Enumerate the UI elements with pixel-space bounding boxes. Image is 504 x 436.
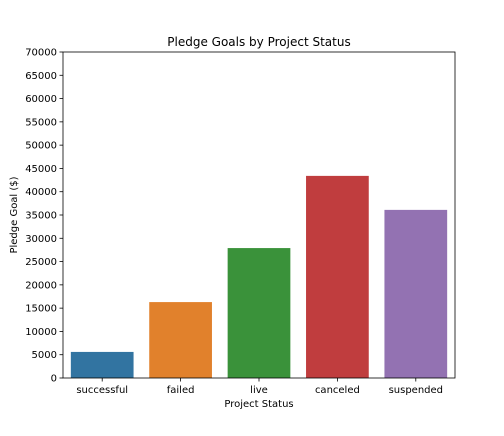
- y-tick-label: 20000: [25, 280, 57, 291]
- bar-live: [227, 248, 291, 378]
- y-tick-label: 15000: [25, 304, 57, 315]
- x-tick-label: successful: [76, 385, 128, 396]
- plot-frame: [62, 51, 456, 379]
- y-tick-label: 0: [51, 374, 57, 385]
- bar-canceled: [306, 175, 369, 378]
- y-tick-label: 45000: [25, 164, 57, 175]
- y-tick-label: 30000: [25, 234, 57, 245]
- bar-failed: [149, 302, 212, 378]
- bar-successful: [70, 351, 134, 378]
- x-tick-label: failed: [167, 385, 195, 396]
- bars-layer: [70, 175, 448, 378]
- bar-suspended: [384, 209, 448, 378]
- x-axis-ticks: successful failed live canceled suspended: [76, 378, 443, 396]
- y-tick-label: 55000: [25, 117, 57, 128]
- y-axis-label: Pledge Goal ($): [9, 176, 20, 253]
- y-tick-label: 5000: [32, 350, 57, 361]
- y-tick-label: 60000: [25, 94, 57, 105]
- x-tick-label: canceled: [315, 385, 360, 396]
- y-tick-label: 50000: [25, 141, 57, 152]
- chart-title: Pledge Goals by Project Status: [167, 35, 350, 49]
- y-tick-label: 25000: [25, 257, 57, 268]
- x-axis-label: Project Status: [224, 399, 293, 410]
- y-tick-label: 10000: [25, 327, 57, 338]
- y-tick-label: 70000: [25, 48, 57, 59]
- x-tick-label: live: [250, 385, 268, 396]
- y-tick-label: 65000: [25, 71, 57, 82]
- y-tick-label: 40000: [25, 187, 57, 198]
- y-tick-label: 35000: [25, 211, 57, 222]
- x-tick-label: suspended: [389, 385, 443, 396]
- y-axis-ticks: 0 5000 10000 15000 20000 25000 30000 35000 40000…: [25, 48, 63, 385]
